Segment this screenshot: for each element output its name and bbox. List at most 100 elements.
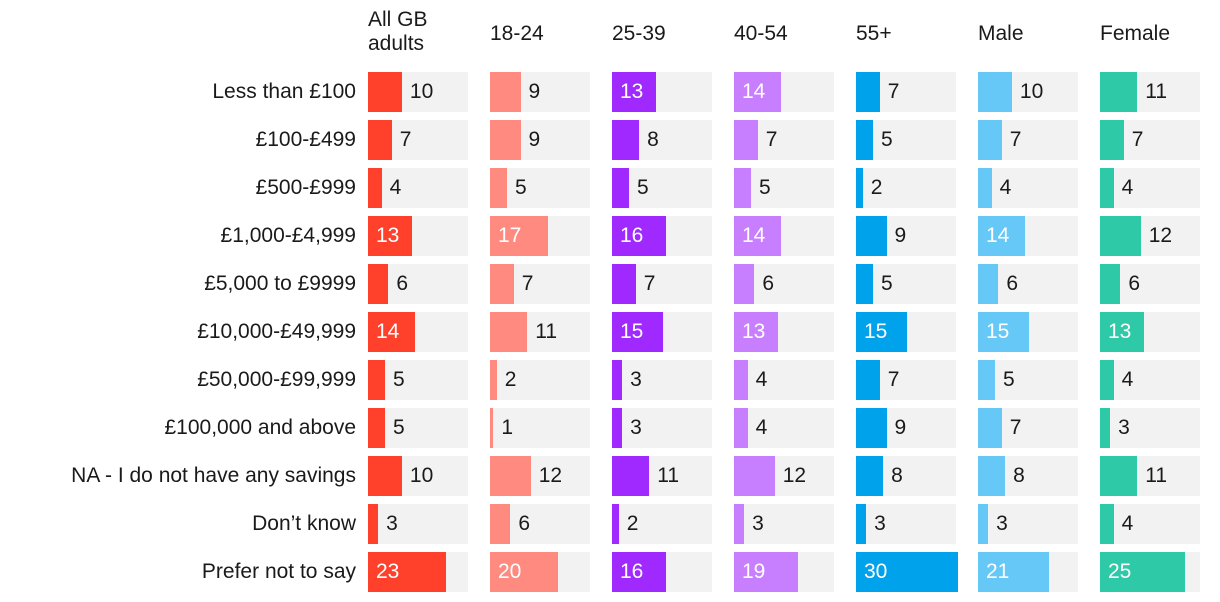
data-label: 6 xyxy=(518,512,531,535)
data-label: 4 xyxy=(999,176,1012,199)
data-label: 13 xyxy=(742,320,766,343)
bar xyxy=(978,72,1012,112)
row-label: Don’t know xyxy=(252,512,356,535)
bar-track xyxy=(612,504,712,544)
bar xyxy=(1100,120,1124,160)
column-header: 55+ xyxy=(856,22,892,45)
row-label: Prefer not to say xyxy=(201,560,356,583)
data-label: 7 xyxy=(643,272,656,295)
data-label: 15 xyxy=(864,320,888,343)
data-label: 3 xyxy=(386,512,398,535)
data-label: 5 xyxy=(392,416,405,439)
data-label: 5 xyxy=(1002,368,1015,391)
bar xyxy=(1100,312,1145,352)
data-label: 14 xyxy=(986,224,1010,247)
bar-track xyxy=(368,504,468,544)
data-label: 14 xyxy=(742,224,766,247)
bar-track xyxy=(734,360,834,400)
data-label: 4 xyxy=(389,176,402,199)
bar xyxy=(734,216,782,256)
bar xyxy=(734,312,779,352)
bar xyxy=(1100,456,1138,496)
bar xyxy=(856,216,887,256)
bar-track xyxy=(856,168,956,208)
bar-track xyxy=(1100,168,1200,208)
bar-track xyxy=(1100,360,1200,400)
bar xyxy=(368,552,446,592)
bar xyxy=(368,168,382,208)
bar xyxy=(978,120,1002,160)
bar-track xyxy=(978,168,1078,208)
bar xyxy=(734,360,748,400)
bar xyxy=(612,216,667,256)
data-label: 12 xyxy=(782,464,807,487)
data-label: 6 xyxy=(1006,272,1019,295)
data-label: 5 xyxy=(758,176,771,199)
data-label: 6 xyxy=(762,272,775,295)
data-label: 7 xyxy=(1009,128,1022,151)
bar xyxy=(612,456,650,496)
data-label: 4 xyxy=(1121,512,1134,535)
bar xyxy=(612,312,663,352)
bar xyxy=(490,264,514,304)
bar xyxy=(978,312,1029,352)
data-label: 17 xyxy=(498,224,522,247)
bar xyxy=(490,360,497,400)
data-label: 7 xyxy=(1009,416,1022,439)
bar xyxy=(856,408,887,448)
data-label: 12 xyxy=(538,464,563,487)
data-label: 10 xyxy=(1019,80,1044,103)
data-label: 6 xyxy=(1128,272,1141,295)
bar xyxy=(978,168,992,208)
data-label: 30 xyxy=(864,560,888,583)
row-label: £10,000-£49,999 xyxy=(197,320,356,343)
data-label: 12 xyxy=(1148,224,1173,247)
bar-track xyxy=(368,168,468,208)
row-label: £100,000 and above xyxy=(164,416,356,439)
data-label: 3 xyxy=(752,512,764,535)
bar xyxy=(612,120,640,160)
row-label: NA - I do not have any savings xyxy=(71,464,356,487)
bar xyxy=(368,72,402,112)
data-label: 9 xyxy=(894,416,907,439)
bar xyxy=(368,216,413,256)
data-label: 20 xyxy=(498,560,522,583)
data-label: 15 xyxy=(986,320,1010,343)
data-label: 9 xyxy=(528,80,541,103)
data-label: 7 xyxy=(1131,128,1144,151)
data-label: 1 xyxy=(501,416,514,439)
bar xyxy=(368,360,385,400)
data-label: 5 xyxy=(880,128,893,151)
data-label: 5 xyxy=(880,272,893,295)
column-header: 18-24 xyxy=(490,22,544,45)
row-label: Less than £100 xyxy=(212,80,356,103)
data-label: 7 xyxy=(765,128,778,151)
bar xyxy=(490,120,521,160)
bar xyxy=(368,408,385,448)
bar xyxy=(978,216,1026,256)
data-label: 5 xyxy=(514,176,527,199)
data-label: 2 xyxy=(626,512,639,535)
row-label: £1,000-£4,999 xyxy=(220,224,356,247)
bar xyxy=(368,264,389,304)
bar xyxy=(978,360,995,400)
data-label: 15 xyxy=(620,320,644,343)
bar xyxy=(612,504,619,544)
data-label: 9 xyxy=(528,128,541,151)
data-label: 4 xyxy=(755,368,768,391)
column-header: Male xyxy=(978,22,1024,45)
bar xyxy=(856,120,873,160)
data-label: 7 xyxy=(521,272,534,295)
data-label: 10 xyxy=(409,464,434,487)
bar xyxy=(1100,168,1114,208)
data-label: 19 xyxy=(742,560,766,583)
data-label: 13 xyxy=(376,224,400,247)
bar xyxy=(978,552,1050,592)
bar xyxy=(1100,264,1121,304)
bar xyxy=(856,456,884,496)
data-label: 3 xyxy=(630,368,642,391)
bar xyxy=(1100,552,1185,592)
data-label: 7 xyxy=(887,80,900,103)
data-label: 6 xyxy=(396,272,409,295)
